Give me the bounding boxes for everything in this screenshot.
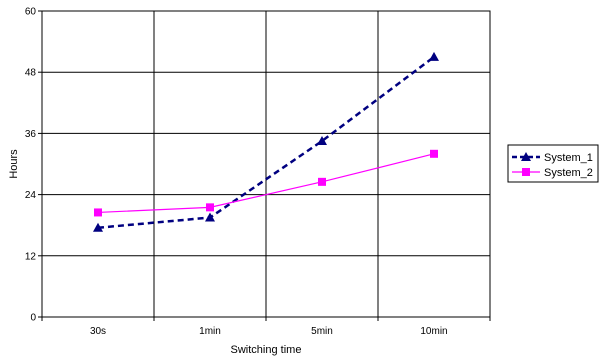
- series-group: [93, 51, 439, 232]
- data-point-system-2: [206, 203, 214, 212]
- data-point-system-1: [429, 51, 439, 61]
- x-tick-label: 30s: [90, 326, 106, 337]
- x-tick-label: 5min: [311, 326, 333, 337]
- series-line-system-2: [97, 153, 435, 214]
- data-point-system-1: [93, 222, 103, 232]
- legend-marker-system-2: [522, 168, 530, 176]
- x-tick-label: 1min: [199, 326, 221, 337]
- y-tick-label: 60: [25, 7, 37, 18]
- data-point-system-2: [430, 149, 438, 158]
- data-point-system-1: [317, 136, 327, 146]
- y-tick-label: 48: [25, 68, 37, 79]
- legend: System_1 System_2: [507, 144, 599, 183]
- legend-label-system-2: System_2: [544, 167, 593, 179]
- x-tick-labels: 30s 1min 5min 10min: [90, 326, 448, 337]
- series-system-1: [93, 51, 439, 232]
- data-point-system-1: [205, 212, 215, 222]
- series-system-2: [94, 149, 438, 217]
- x-tick-label: 10min: [420, 326, 447, 337]
- data-point-system-2: [94, 208, 102, 217]
- y-tick-label: 36: [25, 129, 37, 140]
- x-gridlines: [41, 11, 491, 321]
- x-axis-label: Switching time: [231, 344, 302, 356]
- data-point-system-2: [318, 177, 326, 186]
- y-axis-label: Hours: [8, 149, 20, 179]
- y-tick-labels: 0 12 24 36 48 60: [25, 7, 37, 324]
- y-tick-label: 24: [25, 190, 37, 201]
- legend-marker-system-1: [521, 152, 531, 161]
- series-line-system-1: [97, 55, 435, 229]
- legend-label-system-1: System_1: [544, 152, 593, 164]
- y-tick-label: 12: [25, 251, 37, 262]
- y-tick-label: 0: [30, 313, 36, 324]
